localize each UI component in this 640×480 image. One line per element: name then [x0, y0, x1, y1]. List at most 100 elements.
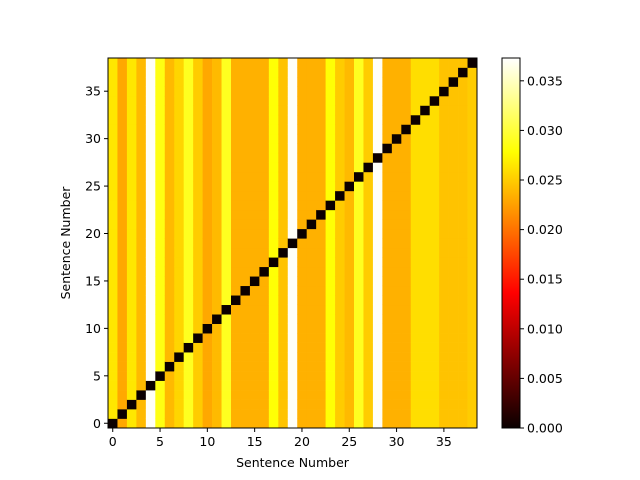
heatmap-cell [193, 181, 203, 192]
y-tick-label: 35 [85, 84, 101, 99]
heatmap-cell [240, 247, 251, 258]
heatmap-cell [439, 143, 449, 154]
heatmap-cell [420, 162, 431, 173]
heatmap-cell [108, 314, 118, 324]
heatmap-cell [287, 390, 298, 400]
heatmap-cell [117, 76, 128, 87]
heatmap-cell [183, 95, 194, 106]
heatmap-cell [439, 361, 449, 372]
heatmap-cell [448, 209, 459, 220]
heatmap-cell [174, 86, 185, 97]
x-tick-label: 10 [199, 434, 215, 449]
heatmap-cell [174, 67, 185, 78]
heatmap-cell [221, 266, 232, 277]
heatmap-cell [335, 323, 345, 334]
heatmap-cell [325, 238, 336, 249]
heatmap-cell [155, 76, 166, 87]
heatmap-cell [344, 152, 355, 163]
heatmap-cell [183, 380, 194, 391]
heatmap-cell [136, 114, 147, 125]
colorbar-tick-label: 0.030 [527, 123, 563, 138]
heatmap-cell [391, 162, 402, 173]
heatmap-cell [231, 162, 241, 173]
x-tick-label: 25 [341, 434, 357, 449]
heatmap-cell [145, 238, 156, 249]
heatmap-cell [287, 219, 298, 230]
heatmap-cell [354, 58, 364, 68]
heatmap-cell [401, 409, 412, 419]
heatmap-cell [221, 95, 232, 106]
heatmap-cell [297, 352, 308, 362]
heatmap-cell [231, 181, 241, 192]
heatmap-cell [458, 276, 468, 287]
heatmap-cell [212, 314, 222, 324]
heatmap-cell [325, 361, 336, 372]
heatmap-cell [249, 86, 260, 97]
heatmap-cell [278, 67, 289, 78]
heatmap-cell [145, 105, 156, 116]
heatmap-cell [429, 276, 440, 287]
heatmap-cell [108, 333, 118, 343]
heatmap-cell [372, 228, 383, 239]
heatmap-cell [448, 323, 459, 334]
heatmap-cell [174, 114, 185, 125]
heatmap-cell [420, 58, 431, 68]
heatmap-cell [249, 399, 260, 410]
heatmap-cell [145, 266, 156, 277]
heatmap-cell [297, 380, 308, 391]
heatmap-cell [410, 105, 421, 116]
heatmap-cell [458, 58, 468, 68]
heatmap-cell [221, 371, 232, 381]
heatmap-cell [391, 114, 402, 125]
heatmap-cell [202, 181, 213, 192]
heatmap-cell [193, 200, 203, 211]
heatmap-cell [231, 124, 241, 135]
heatmap-cell [174, 58, 185, 68]
heatmap-cell [354, 143, 364, 154]
heatmap-cell [458, 418, 468, 429]
heatmap-cell [202, 105, 213, 116]
heatmap-cell [183, 399, 194, 410]
heatmap-cell [325, 124, 336, 135]
heatmap-cell [183, 333, 194, 343]
heatmap-cell [174, 209, 185, 220]
heatmap-cell [136, 86, 147, 97]
heatmap-cell [325, 323, 336, 334]
heatmap-cell [325, 181, 336, 192]
heatmap-cell [164, 58, 175, 68]
heatmap-cell [344, 276, 355, 287]
heatmap-cell [316, 285, 326, 296]
heatmap-cell [372, 114, 383, 125]
heatmap-cell [249, 200, 260, 211]
heatmap-cell [117, 181, 128, 192]
heatmap-cell [363, 105, 374, 116]
heatmap-cell [174, 390, 185, 400]
heatmap-cell [354, 323, 364, 334]
heatmap-cell [221, 181, 232, 192]
heatmap-cell [249, 58, 260, 68]
heatmap-cell [240, 133, 251, 144]
heatmap-cell [145, 219, 156, 230]
heatmap-cell [354, 333, 364, 343]
heatmap-cell [354, 133, 364, 144]
heatmap-cell [231, 323, 241, 334]
heatmap-cell [278, 86, 289, 97]
heatmap-cell [193, 86, 203, 97]
heatmap-cell [221, 409, 232, 419]
heatmap-cell [354, 418, 364, 429]
heatmap-cell [202, 361, 213, 372]
heatmap-cell [467, 114, 478, 125]
heatmap-cell [306, 114, 317, 125]
heatmap-cell [467, 228, 478, 239]
heatmap-cell [448, 67, 459, 78]
heatmap-cell [202, 380, 213, 391]
heatmap-cell [325, 95, 336, 106]
heatmap-cell [108, 257, 118, 268]
heatmap-cell [316, 390, 326, 400]
heatmap-cell [136, 409, 147, 419]
heatmap-cell [287, 238, 298, 249]
heatmap-cell [344, 171, 355, 182]
heatmap-cell [467, 371, 478, 381]
heatmap-cell [117, 352, 128, 362]
